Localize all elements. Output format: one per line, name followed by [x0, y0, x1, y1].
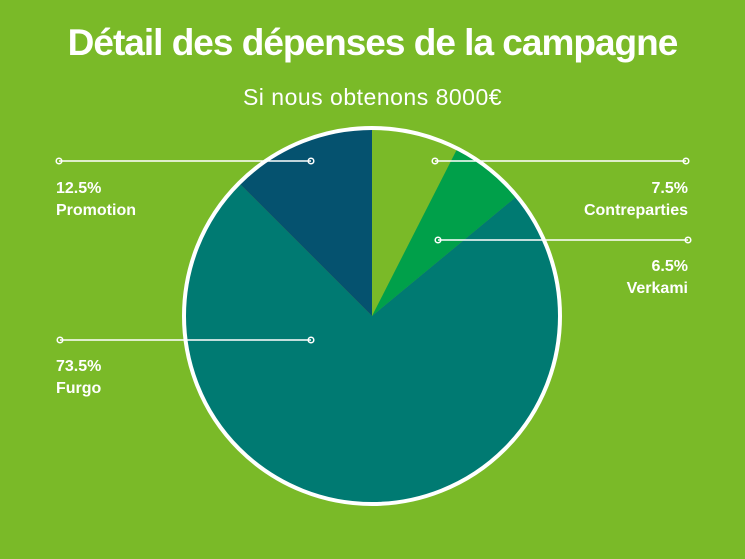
pct-contreparties: 7.5% — [651, 180, 688, 197]
name-furgo: Furgo — [56, 380, 102, 397]
leader-dot-contreparties — [682, 157, 690, 165]
leader-dot-verkami — [434, 236, 442, 244]
leader-dot-furgo — [307, 336, 315, 344]
label-contreparties: 7.5% Contreparties — [584, 178, 688, 222]
pct-verkami: 6.5% — [651, 258, 688, 275]
leader-dot-contreparties — [431, 157, 439, 165]
name-contreparties: Contreparties — [583, 202, 688, 219]
label-furgo: 73.5% Furgo — [56, 356, 101, 400]
name-promotion: Promotion — [56, 202, 136, 219]
slice-furgo — [183, 183, 560, 505]
leader-dot-furgo — [56, 336, 64, 344]
pct-promotion: 12.5% — [56, 180, 102, 197]
leader-dot-promotion — [307, 157, 315, 165]
chart-subtitle: Si nous obtenons 8000€ — [242, 84, 503, 110]
pie-outline — [182, 126, 562, 506]
pct-furgo: 73.5% — [56, 358, 102, 375]
leader-dot-verkami — [684, 236, 692, 244]
leader-dot-promotion — [55, 157, 63, 165]
chart-title: Détail des dépenses de la campagne — [67, 22, 679, 63]
label-promotion: 12.5% Promotion — [56, 178, 136, 222]
slice-contreparties — [372, 128, 458, 316]
slice-promotion — [239, 128, 372, 316]
label-verkami: 6.5% Verkami — [627, 256, 688, 300]
name-verkami: Verkami — [626, 280, 688, 297]
slice-verkami — [372, 148, 517, 316]
